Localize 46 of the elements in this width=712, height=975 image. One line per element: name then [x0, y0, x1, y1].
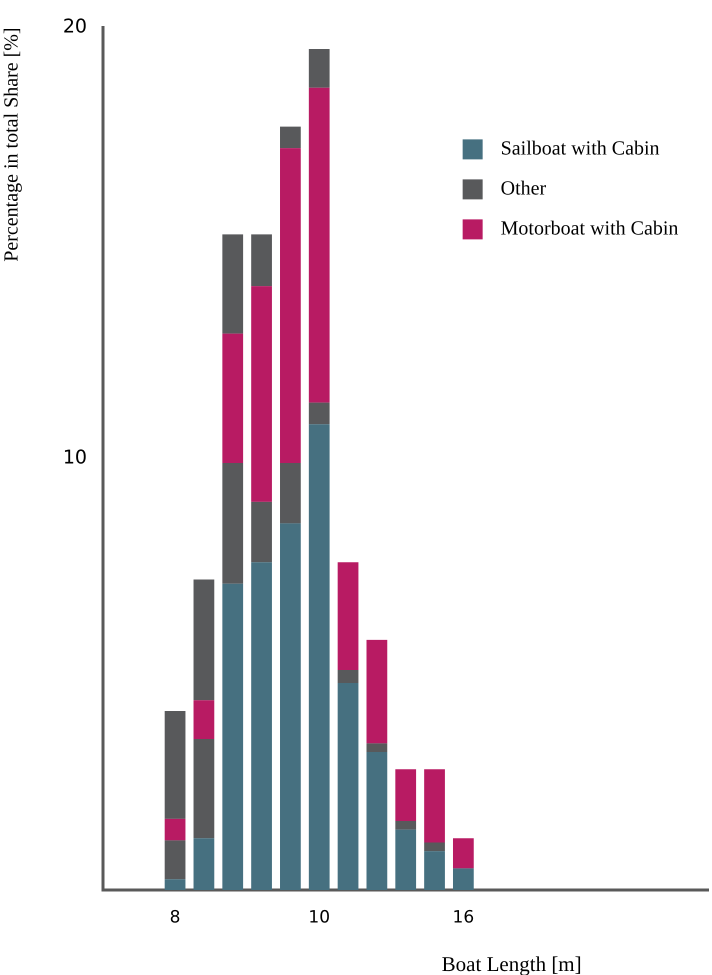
bar: [338, 670, 358, 683]
bar: [194, 579, 214, 700]
bar: [366, 640, 388, 744]
bar: [251, 286, 272, 502]
bar: [280, 126, 301, 148]
bar: [194, 700, 214, 740]
bar: [366, 752, 388, 890]
bar: [338, 682, 358, 890]
bar: [222, 584, 244, 890]
bar: [452, 868, 474, 890]
legend-label: Motorboat with Cabin: [500, 218, 678, 240]
bar: [366, 743, 388, 752]
bar: [222, 463, 244, 584]
y-axis-title: Percentage in total Share [%]: [0, 27, 22, 262]
legend-label: Other: [500, 178, 547, 200]
bar: [164, 879, 186, 890]
bar: [251, 234, 272, 286]
bar: [308, 424, 330, 890]
bar: [164, 818, 186, 840]
legend-label: Sailboat with Cabin: [500, 138, 660, 160]
bar: [308, 402, 330, 424]
bar: [280, 523, 301, 890]
bar: [251, 562, 272, 890]
bar: [280, 463, 301, 524]
x-tick-label: 8: [170, 908, 180, 928]
bar: [395, 820, 416, 830]
bar: [280, 148, 301, 464]
bar: [222, 334, 244, 464]
bar: [194, 739, 214, 838]
bar: [164, 711, 186, 819]
bar: [338, 562, 358, 670]
bar: [164, 840, 186, 880]
bar: [308, 48, 330, 88]
bar: [424, 769, 445, 843]
bar: [395, 769, 416, 821]
x-tick-label: 16: [452, 908, 474, 928]
bar: [194, 838, 214, 890]
bar: [222, 234, 244, 334]
bar: [424, 851, 445, 890]
bar: [395, 830, 416, 890]
y-tick-label: 20: [62, 15, 87, 38]
bar: [424, 842, 445, 852]
bar: [251, 502, 272, 562]
bar: [452, 838, 474, 868]
x-tick-label: 10: [308, 908, 330, 928]
bar: [308, 88, 330, 403]
